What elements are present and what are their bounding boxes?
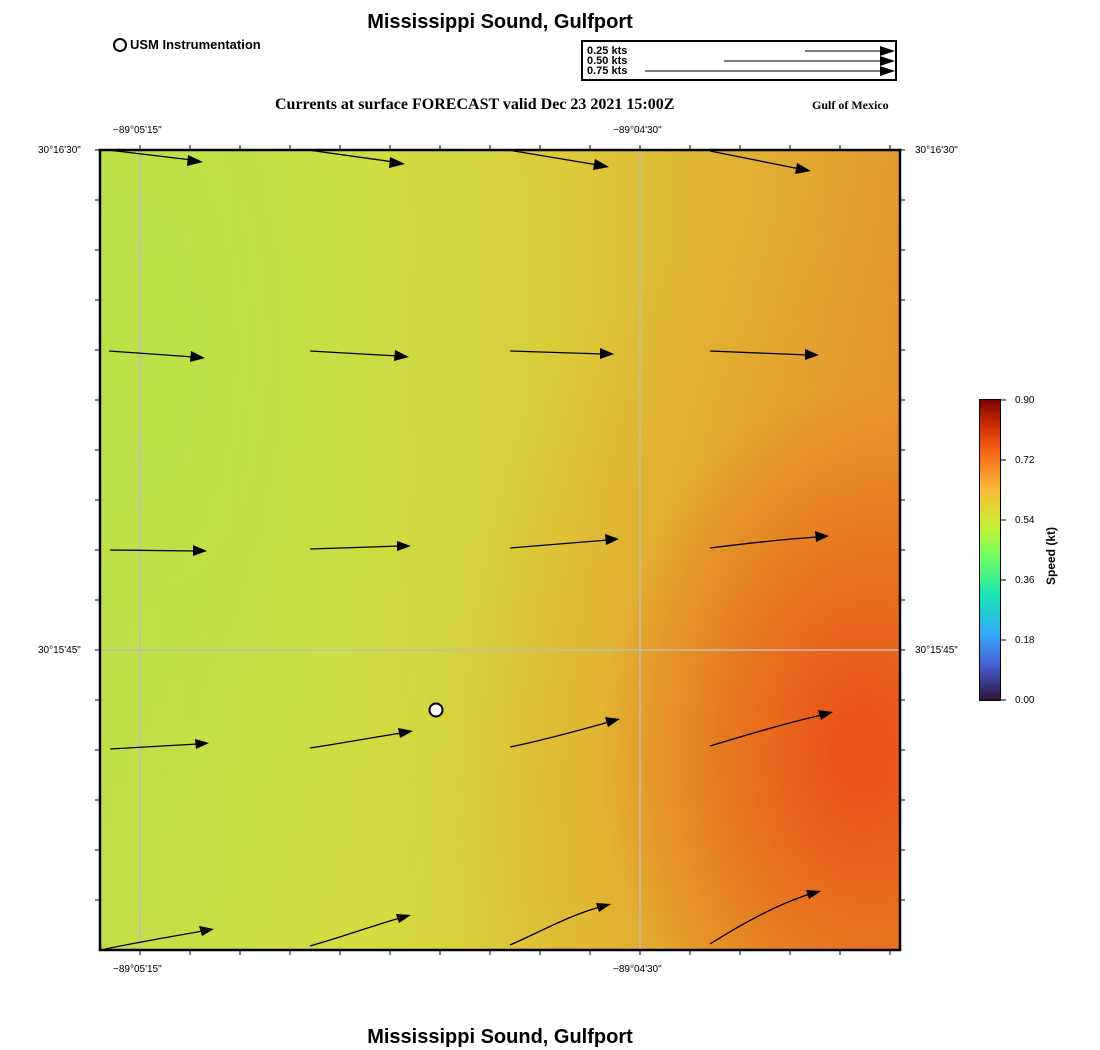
frame-ticks (95, 145, 905, 955)
current-vector-head (596, 903, 611, 912)
lon-label-bottom-2: −89°04'30" (613, 964, 662, 975)
lat-label-left-1: 30°16'30" (38, 145, 81, 156)
current-vector (509, 350, 604, 355)
current-vector-head (398, 728, 413, 738)
colorbar-tick-label: 0.36 (1015, 575, 1035, 586)
current-vector (104, 930, 204, 950)
map-frame (98, 148, 902, 952)
lon-label-top-2: −89°04'30" (613, 125, 662, 136)
current-vector (309, 732, 403, 749)
current-vector (509, 721, 610, 748)
current-vector (709, 150, 801, 170)
colorbar-tick-label: 0.54 (1015, 515, 1035, 526)
ref-arrowhead-025 (880, 46, 895, 56)
current-vector (709, 350, 809, 356)
current-vector-head (600, 348, 614, 359)
current-vector-head (199, 926, 214, 936)
colorbar-tick-label: 0.72 (1015, 455, 1035, 466)
current-vector (709, 714, 823, 747)
current-vector-heads (187, 155, 833, 936)
map-title: Mississippi Sound, Gulfport (367, 11, 633, 33)
ref-arrowhead-050 (880, 56, 895, 66)
current-vector-head (593, 159, 609, 170)
reference-vector-box: 0.25 kts 0.50 kts 0.75 kts (581, 40, 897, 81)
map-footer-title: Mississippi Sound, Gulfport (367, 1026, 633, 1048)
current-vector-head (396, 914, 411, 923)
usm-station-marker[interactable] (428, 702, 444, 718)
current-vector (509, 906, 601, 946)
lat-label-right-1: 30°16'30" (915, 145, 958, 156)
current-vector-head (605, 717, 620, 727)
current-vector (709, 536, 819, 549)
current-vector-head (806, 890, 821, 899)
current-vector (307, 149, 395, 163)
current-vector-head (397, 541, 411, 551)
current-vector (509, 539, 609, 549)
current-vector (108, 350, 195, 358)
ref-label-025: 0.25 kts (587, 45, 628, 57)
current-vector-head (795, 163, 811, 174)
current-vector-head (815, 531, 829, 542)
colorbar-tick-label: 0.00 (1015, 695, 1035, 706)
colorbar-tick-label: 0.90 (1015, 395, 1035, 406)
forecast-subtitle: Currents at surface FORECAST valid Dec 2… (275, 96, 675, 113)
current-vector (309, 917, 401, 947)
current-vector-head (190, 351, 205, 362)
reference-arrows (645, 46, 895, 76)
instrument-legend: USM Instrumentation (113, 37, 261, 52)
current-vector (709, 893, 811, 945)
ref-label-050: 0.50 kts (587, 55, 628, 67)
lon-label-top-1: −89°05'15" (113, 125, 162, 136)
current-vector (109, 743, 199, 750)
current-vector (109, 549, 197, 552)
current-vector-head (818, 710, 833, 720)
current-vector (107, 149, 193, 161)
colorbar-ticks (1000, 399, 1006, 701)
current-vector (309, 545, 401, 550)
current-vector-head (605, 534, 619, 545)
speed-colorbar (979, 399, 1001, 701)
instrument-legend-label: USM Instrumentation (130, 37, 261, 52)
current-vector-head (394, 350, 409, 361)
ref-arrowhead-075 (880, 66, 895, 76)
current-vector (507, 149, 599, 166)
current-vector-head (193, 545, 207, 556)
colorbar-title: Speed (kt) (1044, 526, 1058, 585)
current-vector (309, 350, 399, 357)
current-vectors (104, 149, 823, 950)
lon-label-bottom-1: −89°05'15" (113, 964, 162, 975)
current-vector-head (805, 349, 819, 360)
lat-label-left-2: 30°15'45" (38, 645, 81, 656)
graticule (100, 150, 900, 950)
lat-label-right-2: 30°15'45" (915, 645, 958, 656)
current-vector-head (389, 157, 405, 168)
current-speed-field (100, 150, 900, 950)
region-label: Gulf of Mexico (812, 98, 889, 112)
station-marker-icon (113, 37, 127, 52)
colorbar-tick-label: 0.18 (1015, 635, 1035, 646)
current-vector-head (187, 155, 203, 166)
current-vector-head (195, 739, 209, 749)
ref-label-075: 0.75 kts (587, 65, 628, 77)
